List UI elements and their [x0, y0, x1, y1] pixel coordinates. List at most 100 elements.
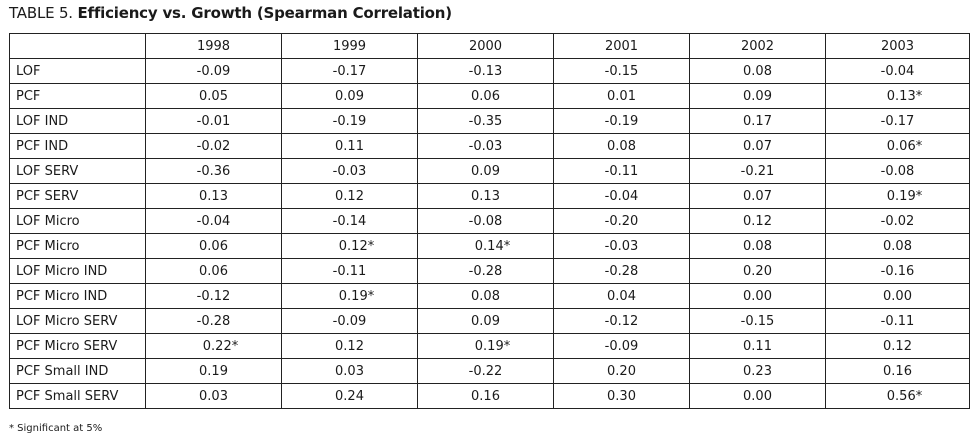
table-row: PCF SERV 0.13 0.12 0.13 -0.04 0.07 0.19*: [9, 183, 970, 209]
column-header: 2000: [417, 33, 554, 59]
value-cell: 0.07: [689, 133, 826, 159]
value-cell: -0.36: [145, 158, 282, 184]
value-cell: 0.12: [825, 333, 970, 359]
value-cell: 0.20: [689, 258, 826, 284]
value-cell: -0.35: [417, 108, 554, 134]
value-cell: 0.30: [553, 383, 690, 409]
table-row: LOF IND -0.01 -0.19 -0.35 -0.19 0.17 -0.17: [9, 108, 970, 134]
value-cell: 0.13*: [825, 83, 970, 109]
value-cell: 0.06: [417, 83, 554, 109]
value-cell: -0.04: [553, 183, 690, 209]
value-cell: -0.16: [825, 258, 970, 284]
value-cell: -0.22: [417, 358, 554, 384]
table-row: LOF Micro SERV -0.28 -0.09 0.09 -0.12 -0.15 -0…: [9, 308, 970, 334]
value-cell: 0.16: [417, 383, 554, 409]
correlation-table: 1998 1999 2000 2001 2002 2003 LOF -0.09 -0.17 -0…: [9, 33, 970, 409]
value-cell: -0.28: [417, 258, 554, 284]
value-cell: -0.21: [689, 158, 826, 184]
value-cell: 0.06: [145, 233, 282, 259]
column-header: 2003: [825, 33, 970, 59]
value-cell: 0.09: [417, 158, 554, 184]
footnote: * Significant at 5%: [9, 423, 103, 434]
value-cell: -0.03: [417, 133, 554, 159]
value-cell: -0.09: [281, 308, 418, 334]
value-cell: -0.04: [145, 208, 282, 234]
value-cell: 0.12: [281, 183, 418, 209]
value-cell: -0.15: [689, 308, 826, 334]
value-cell: 0.00: [825, 283, 970, 309]
table-caption: Efficiency vs. Growth (Spearman Correlat…: [77, 4, 452, 22]
value-cell: -0.03: [553, 233, 690, 259]
value-cell: 0.19*: [825, 183, 970, 209]
table-row: PCF Micro SERV 0.22* 0.12 0.19* -0.09 0.11 0.1…: [9, 333, 970, 359]
value-cell: 0.08: [689, 58, 826, 84]
table-row: LOF Micro IND 0.06 -0.11 -0.28 -0.28 0.20 -0.1…: [9, 258, 970, 284]
value-cell: -0.12: [145, 283, 282, 309]
row-label: LOF Micro IND: [9, 258, 146, 284]
table-row: LOF -0.09 -0.17 -0.13 -0.15 0.08 -0.04: [9, 58, 970, 84]
row-label: LOF IND: [9, 108, 146, 134]
row-label: PCF IND: [9, 133, 146, 159]
value-cell: 0.05: [145, 83, 282, 109]
value-cell: -0.02: [825, 208, 970, 234]
table-row: PCF Micro 0.06 0.12* 0.14* -0.03 0.08 0.08: [9, 233, 970, 259]
row-label: PCF Micro IND: [9, 283, 146, 309]
value-cell: -0.02: [145, 133, 282, 159]
value-cell: 0.00: [689, 283, 826, 309]
value-cell: 0.06*: [825, 133, 970, 159]
value-cell: 0.14*: [417, 233, 554, 259]
value-cell: 0.04: [553, 283, 690, 309]
value-cell: 0.09: [281, 83, 418, 109]
value-cell: -0.11: [553, 158, 690, 184]
value-cell: -0.12: [553, 308, 690, 334]
column-header: 2001: [553, 33, 690, 59]
value-cell: -0.03: [281, 158, 418, 184]
header-row: 1998 1999 2000 2001 2002 2003: [9, 33, 970, 59]
value-cell: 0.56*: [825, 383, 970, 409]
value-cell: 0.11: [689, 333, 826, 359]
value-cell: 0.09: [417, 308, 554, 334]
value-cell: 0.16: [825, 358, 970, 384]
value-cell: 0.00: [689, 383, 826, 409]
value-cell: -0.11: [825, 308, 970, 334]
row-label: PCF Micro: [9, 233, 146, 259]
value-cell: 0.12*: [281, 233, 418, 259]
column-header: 2002: [689, 33, 826, 59]
table-row: PCF Micro IND -0.12 0.19* 0.08 0.04 0.00 0.00: [9, 283, 970, 309]
value-cell: 0.11: [281, 133, 418, 159]
value-cell: 0.19: [145, 358, 282, 384]
table-number: TABLE 5.: [9, 4, 73, 22]
value-cell: -0.15: [553, 58, 690, 84]
value-cell: -0.08: [825, 158, 970, 184]
value-cell: 0.23: [689, 358, 826, 384]
table-row: PCF Small SERV 0.03 0.24 0.16 0.30 0.00 0.56*: [9, 383, 970, 409]
row-label: LOF Micro SERV: [9, 308, 146, 334]
value-cell: -0.09: [145, 58, 282, 84]
value-cell: 0.06: [145, 258, 282, 284]
value-cell: 0.03: [145, 383, 282, 409]
value-cell: -0.08: [417, 208, 554, 234]
table-row: PCF IND -0.02 0.11 -0.03 0.08 0.07 0.06*: [9, 133, 970, 159]
table-title: TABLE 5. Efficiency vs. Growth (Spearman…: [9, 4, 452, 22]
value-cell: 0.08: [417, 283, 554, 309]
value-cell: 0.12: [689, 208, 826, 234]
value-cell: 0.13: [145, 183, 282, 209]
value-cell: 0.22*: [145, 333, 282, 359]
value-cell: -0.17: [825, 108, 970, 134]
value-cell: 0.20: [553, 358, 690, 384]
value-cell: -0.04: [825, 58, 970, 84]
value-cell: -0.14: [281, 208, 418, 234]
value-cell: 0.17: [689, 108, 826, 134]
row-label: PCF Small SERV: [9, 383, 146, 409]
value-cell: 0.01: [553, 83, 690, 109]
table-row: LOF SERV -0.36 -0.03 0.09 -0.11 -0.21 -0.08: [9, 158, 970, 184]
value-cell: -0.28: [553, 258, 690, 284]
value-cell: 0.12: [281, 333, 418, 359]
row-label: PCF Small IND: [9, 358, 146, 384]
value-cell: 0.08: [689, 233, 826, 259]
row-label: PCF: [9, 83, 146, 109]
value-cell: 0.08: [825, 233, 970, 259]
value-cell: 0.24: [281, 383, 418, 409]
row-label: LOF SERV: [9, 158, 146, 184]
value-cell: -0.20: [553, 208, 690, 234]
